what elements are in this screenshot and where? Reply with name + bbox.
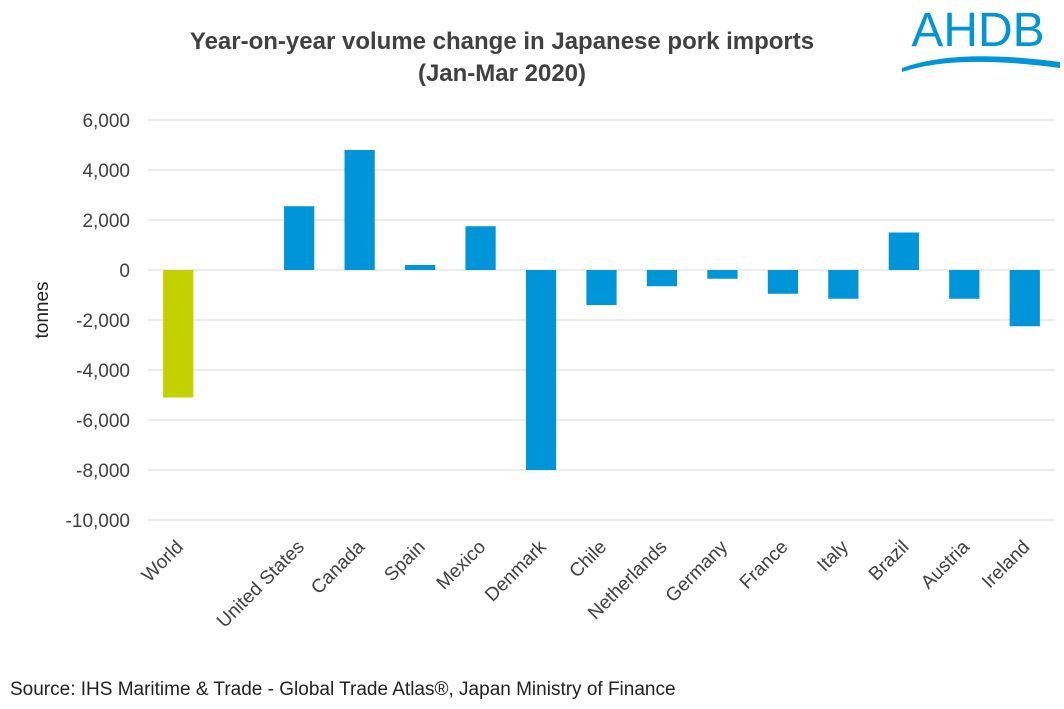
logo-wave-icon: [902, 56, 1060, 72]
chart-subtitle: (Jan-Mar 2020): [417, 60, 587, 87]
bar-mexico: [465, 226, 496, 270]
y-axis-label: tonnes: [32, 281, 53, 338]
x-tick-label: Chile: [566, 537, 611, 582]
bar-ireland: [1009, 270, 1040, 327]
y-tick-label: 6,000: [82, 111, 130, 132]
x-tick-label: Brazil: [865, 537, 913, 585]
y-tick-label: 2,000: [82, 211, 130, 232]
bar-chile: [586, 270, 617, 305]
x-tick-label: World: [138, 537, 188, 587]
bar-germany: [707, 270, 738, 279]
ahdb-logo: AHDB: [902, 4, 1060, 72]
x-tick-label: Italy: [813, 536, 853, 576]
x-tick-label: Ireland: [978, 537, 1034, 593]
bar-netherlands: [646, 270, 678, 287]
bar-austria: [949, 270, 980, 299]
bar-world: [163, 270, 194, 398]
y-tick-label: -8,000: [76, 461, 130, 482]
y-tick-label: -4,000: [76, 361, 130, 382]
x-tick-label: Spain: [380, 537, 429, 586]
bars: [163, 150, 1040, 470]
bar-united-states: [284, 206, 315, 270]
bar-denmark: [525, 270, 557, 470]
x-tick-label: Denmark: [481, 536, 551, 606]
x-tick-label: France: [736, 537, 793, 594]
bar-canada: [344, 150, 375, 270]
y-tick-label: -2,000: [76, 311, 130, 332]
x-tick-label: Mexico: [433, 537, 490, 594]
x-tick-label: Canada: [307, 536, 369, 598]
bar-france: [767, 270, 799, 294]
chart-title: Year-on-year volume change in Japanese p…: [0, 26, 1004, 90]
y-tick-label: -10,000: [66, 511, 130, 532]
bar-chart: 6,000 4,000 2,000 0 -2,000 -4,000 -6,000 -8,000…: [32, 111, 1055, 632]
y-tick-label: 4,000: [82, 161, 130, 182]
source-note: Source: IHS Maritime & Trade - Global Tr…: [10, 679, 676, 700]
y-tick-label: 0: [119, 261, 130, 282]
x-tick-label: Germany: [662, 536, 732, 606]
chart-title-line: Year-on-year volume change in Japanese p…: [189, 28, 815, 55]
y-tick-label: -6,000: [76, 411, 130, 432]
x-tick-label: United States: [213, 537, 309, 633]
y-axis: 6,000 4,000 2,000 0 -2,000 -4,000 -6,000 -8,000…: [66, 111, 130, 532]
bar-spain: [404, 265, 436, 270]
bar-brazil: [888, 232, 919, 270]
gridlines: [148, 119, 1055, 521]
bar-italy: [828, 270, 859, 299]
x-tick-label: Austria: [917, 536, 974, 593]
logo-text: AHDB: [911, 4, 1044, 57]
